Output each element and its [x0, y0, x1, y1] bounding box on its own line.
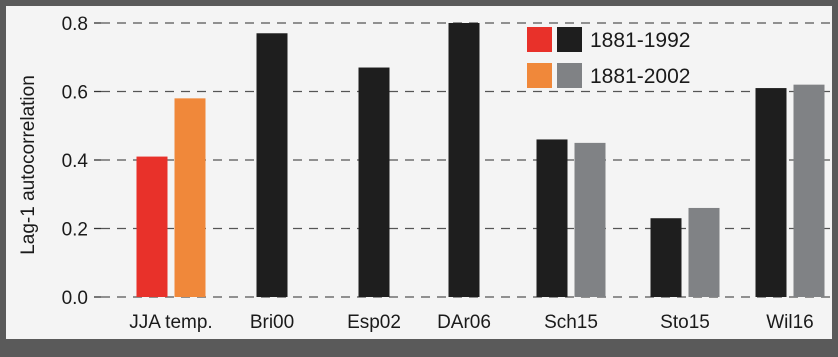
legend-swatch-proxy	[557, 63, 582, 88]
bar-Esp02-1881-1992	[358, 67, 390, 298]
axis-layer: 0.0 0.2 0.4 0.6 0.8 JJA temp. Bri00 Esp02 DAr06 S…	[62, 14, 814, 333]
legend-swatch-jja	[527, 27, 552, 52]
legend-label: 1881-1992	[590, 29, 690, 52]
legend-swatch-jja	[527, 63, 552, 88]
bar-Wil16-1881-2002	[793, 84, 825, 298]
x-tick-label: Sch15	[544, 312, 598, 333]
y-tick-label: 0.8	[62, 14, 88, 35]
x-tick-label: Sto15	[660, 312, 710, 333]
bar-Bri00-1881-1992	[256, 33, 288, 298]
legend-label: 1881-2002	[590, 65, 690, 88]
bar-Sch15-1881-2002	[574, 142, 606, 297]
bar-layer	[136, 23, 825, 298]
x-tick-label: Bri00	[250, 312, 294, 333]
bar-DAr06-1881-1992	[448, 23, 480, 297]
bar-Sto15-1881-1992	[650, 218, 682, 297]
y-tick-label: 0.4	[62, 151, 89, 172]
legend: 1881-1992 1881-2002	[527, 27, 690, 88]
legend-swatch-proxy	[557, 27, 582, 52]
bar-Wil16-1881-1992	[755, 88, 787, 297]
bar-Sch15-1881-1992	[536, 139, 568, 297]
x-tick-label: JJA temp.	[129, 312, 212, 333]
bar-JJA temp.-1881-1992	[136, 156, 168, 297]
x-tick-label: Wil16	[766, 312, 814, 333]
bar-Sto15-1881-2002	[688, 207, 720, 297]
y-tick-label: 0.6	[62, 83, 88, 104]
y-tick-label: 0.0	[62, 288, 88, 309]
bar-JJA temp.-1881-2002	[174, 98, 206, 297]
x-tick-label: Esp02	[347, 312, 401, 333]
y-axis-label: Lag-1 autocorrelation	[18, 75, 39, 255]
y-tick-label: 0.2	[62, 220, 88, 241]
x-tick-label: DAr06	[437, 312, 491, 333]
